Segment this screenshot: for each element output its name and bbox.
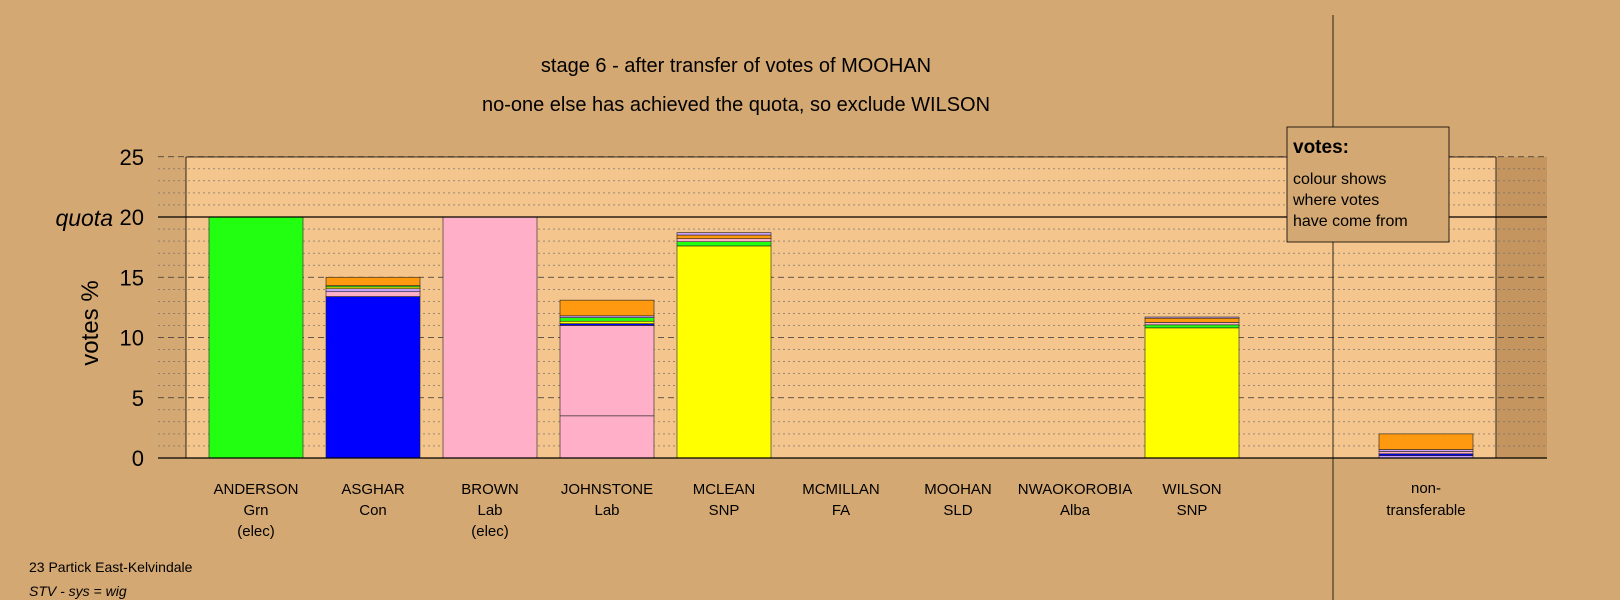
y-tick-label: 25 bbox=[120, 145, 144, 170]
bar-segment bbox=[208, 216, 304, 459]
candidate-name: MCMILLAN bbox=[802, 481, 880, 498]
chart-subtitle: no-one else has achieved the quota, so e… bbox=[482, 94, 990, 116]
candidate-party: Lab bbox=[477, 502, 502, 519]
bars bbox=[208, 216, 1474, 459]
candidate-party: SNP bbox=[709, 502, 740, 519]
bar-segment bbox=[676, 234, 772, 239]
bar-segment bbox=[1378, 451, 1474, 455]
nontransferable-label: non- bbox=[1411, 480, 1441, 497]
bar-segment bbox=[1144, 317, 1240, 323]
bar-segment bbox=[325, 291, 421, 297]
candidate-name: BROWN bbox=[461, 481, 519, 498]
legend-box bbox=[1286, 126, 1450, 243]
candidate-party: Con bbox=[359, 502, 387, 519]
bar-segment bbox=[1144, 327, 1240, 459]
y-tick-label: 5 bbox=[132, 386, 144, 411]
candidate-name: WILSON bbox=[1162, 481, 1221, 498]
y-tick-label: 0 bbox=[132, 446, 144, 471]
candidate-name: JOHNSTONE bbox=[561, 481, 653, 498]
bar-segment bbox=[1144, 322, 1240, 326]
legend-title: votes: bbox=[1293, 137, 1349, 158]
candidate-party: SLD bbox=[943, 502, 972, 519]
y-tick-labels: 0 5 10 15 20 25 bbox=[120, 145, 144, 471]
y-tick-label: 15 bbox=[120, 265, 144, 290]
bar-segment bbox=[559, 325, 655, 417]
nontransferable-label: transferable bbox=[1386, 502, 1465, 519]
bar-segment bbox=[325, 276, 421, 286]
bar-segment bbox=[1144, 316, 1240, 319]
candidate-name: MOOHAN bbox=[924, 481, 992, 498]
bar-segment bbox=[442, 216, 538, 459]
candidate-note: (elec) bbox=[237, 523, 275, 540]
bar-segment bbox=[676, 245, 772, 459]
candidate-name: ANDERSON bbox=[213, 481, 298, 498]
bar-segment bbox=[676, 241, 772, 247]
legend-line: where votes bbox=[1292, 192, 1379, 209]
y-tick-label: 10 bbox=[120, 326, 144, 351]
bar-segment bbox=[1378, 433, 1474, 450]
x-tick-labels: ANDERSON Grn (elec) ASGHAR Con BROWN Lab (elec)… bbox=[213, 480, 1465, 540]
candidate-name: MCLEAN bbox=[693, 481, 756, 498]
system-label: STV - sys = wig bbox=[29, 583, 127, 599]
bar-segment bbox=[559, 415, 655, 459]
y-axis-label: votes % bbox=[77, 280, 104, 365]
bar-segment bbox=[676, 232, 772, 236]
candidate-party: Lab bbox=[594, 502, 619, 519]
candidate-party: Alba bbox=[1060, 502, 1091, 519]
legend-line: colour shows bbox=[1293, 171, 1386, 188]
y-tick-label: 20 bbox=[120, 205, 144, 230]
legend-line: have come from bbox=[1293, 213, 1408, 230]
bar-segment bbox=[559, 317, 655, 322]
candidate-party: Grn bbox=[243, 502, 268, 519]
quota-label: quota bbox=[55, 205, 113, 231]
candidate-party: FA bbox=[832, 502, 850, 519]
candidate-party: SNP bbox=[1177, 502, 1208, 519]
candidate-note: (elec) bbox=[471, 523, 509, 540]
bar-segment bbox=[325, 288, 421, 293]
chart-title: stage 6 - after transfer of votes of MOO… bbox=[541, 55, 931, 77]
bar-segment bbox=[676, 238, 772, 243]
bar-segment bbox=[1144, 324, 1240, 329]
candidate-name: NWAOKOROBIA bbox=[1018, 481, 1132, 498]
bar-segment bbox=[559, 299, 655, 317]
plot-area-right-shade bbox=[1497, 157, 1547, 458]
constituency-label: 23 Partick East-Kelvindale bbox=[29, 559, 193, 575]
candidate-name: ASGHAR bbox=[341, 481, 405, 498]
bar-segment bbox=[325, 296, 421, 459]
legend: votes: colour shows where votes have com… bbox=[1286, 126, 1450, 243]
bar-segment bbox=[559, 320, 655, 324]
